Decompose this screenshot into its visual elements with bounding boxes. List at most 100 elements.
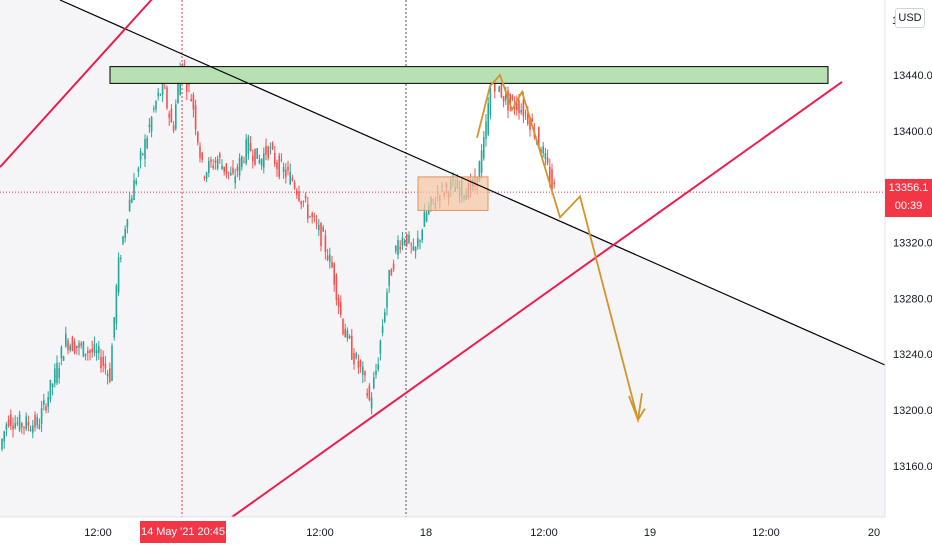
price-tick-label: 13280.0 — [893, 293, 932, 305]
consolidation-box[interactable] — [417, 176, 489, 211]
candle-body — [155, 101, 157, 110]
candle-body — [421, 230, 423, 241]
candle-body — [27, 421, 30, 426]
candle-body — [139, 151, 142, 161]
candle-body — [406, 234, 408, 246]
candle-body — [527, 113, 529, 125]
candle-body — [274, 152, 276, 165]
upper-channel-line[interactable] — [0, 0, 235, 168]
candle-body — [419, 240, 421, 243]
candle-body — [546, 157, 549, 164]
candle-body — [87, 351, 89, 354]
candle-body — [192, 94, 195, 110]
candle-body — [401, 237, 404, 246]
candle-body — [278, 155, 280, 177]
candle-body — [175, 104, 177, 129]
candle-body — [329, 254, 331, 262]
candle-body — [529, 117, 531, 130]
shaded-region — [0, 0, 885, 517]
price-tick-label: 13160.0 — [893, 461, 932, 473]
candle-body — [208, 160, 210, 173]
candle-body — [256, 148, 258, 159]
candle-body — [238, 158, 241, 176]
candle-body — [520, 109, 522, 113]
candle-body — [344, 328, 346, 338]
resistance-zone[interactable] — [109, 66, 829, 84]
candle-body — [386, 292, 388, 308]
candle-body — [296, 190, 298, 195]
candle-body — [511, 95, 514, 100]
candle-body — [190, 99, 192, 102]
candle-body — [76, 345, 78, 349]
candle-body — [84, 353, 87, 356]
price-tick-label: 13200.0 — [893, 405, 932, 417]
candle-body — [342, 319, 344, 335]
candle-body — [115, 285, 118, 324]
candle-body — [14, 423, 16, 429]
candle-body — [111, 345, 113, 381]
candle-body — [423, 211, 426, 227]
candle-body — [109, 368, 111, 382]
descending-trendline[interactable] — [59, 0, 886, 366]
candle-body — [223, 166, 225, 172]
currency-button[interactable]: USD — [895, 8, 925, 28]
candle-body — [397, 239, 399, 255]
candle-body — [309, 216, 311, 218]
price-tick-label: 13440.0 — [893, 70, 932, 82]
candle-body — [144, 139, 146, 159]
candle-body — [346, 330, 349, 339]
candle-body — [478, 161, 481, 182]
candle-body — [254, 148, 256, 165]
candle-body — [509, 93, 511, 105]
candle-body — [265, 145, 267, 155]
candle-body — [51, 383, 54, 388]
candle-body — [214, 160, 217, 163]
candle-body — [232, 167, 234, 174]
candle-body — [326, 255, 329, 261]
candle-body — [54, 368, 56, 384]
candle-body — [80, 343, 82, 346]
candle-body — [333, 263, 335, 285]
candle-body — [551, 169, 553, 190]
time-axis[interactable]: 12:00 12:00 18 12:00 19 12:00 20 — [84, 527, 880, 539]
candle-body — [377, 364, 379, 370]
candle-body — [32, 425, 34, 433]
candle-body — [164, 87, 166, 89]
lower-channel-line[interactable] — [231, 81, 843, 518]
current-price-label: 13356.1 — [888, 182, 929, 194]
candle-body — [47, 397, 49, 407]
time-tick-label: 18 — [420, 527, 432, 539]
projection-arrowhead — [628, 393, 643, 424]
candle-body — [243, 161, 245, 163]
candle-body — [10, 414, 12, 426]
candle-body — [5, 424, 8, 430]
candle-body — [522, 99, 525, 117]
candle-body — [249, 143, 252, 151]
candle-body — [236, 166, 239, 171]
candle-body — [331, 261, 333, 268]
price-axis[interactable]: 13440.0 13400.0 13320.0 13280.0 13240.0 13200… — [893, 70, 932, 473]
current-price-tag: 13356.1 00:39 — [885, 179, 932, 217]
candle-body — [247, 136, 250, 154]
time-tick-label: 12:00 — [84, 527, 112, 539]
candle-body — [146, 138, 148, 148]
candle-body — [417, 238, 419, 247]
candle-body — [403, 241, 406, 244]
candle-body — [364, 371, 366, 376]
candle-body — [203, 176, 206, 179]
candle-body — [538, 127, 540, 147]
projection-path[interactable] — [476, 73, 646, 423]
candle-body — [227, 171, 230, 173]
candle-body — [304, 195, 307, 199]
candle-body — [318, 224, 320, 231]
candle-body — [263, 153, 265, 168]
candle-body — [494, 80, 496, 92]
candle-body — [38, 424, 41, 429]
candle-body — [18, 414, 21, 431]
candle-body — [412, 246, 415, 251]
candle-body — [98, 346, 100, 353]
time-tick-label: 12:00 — [306, 527, 334, 539]
candle-body — [311, 213, 313, 217]
